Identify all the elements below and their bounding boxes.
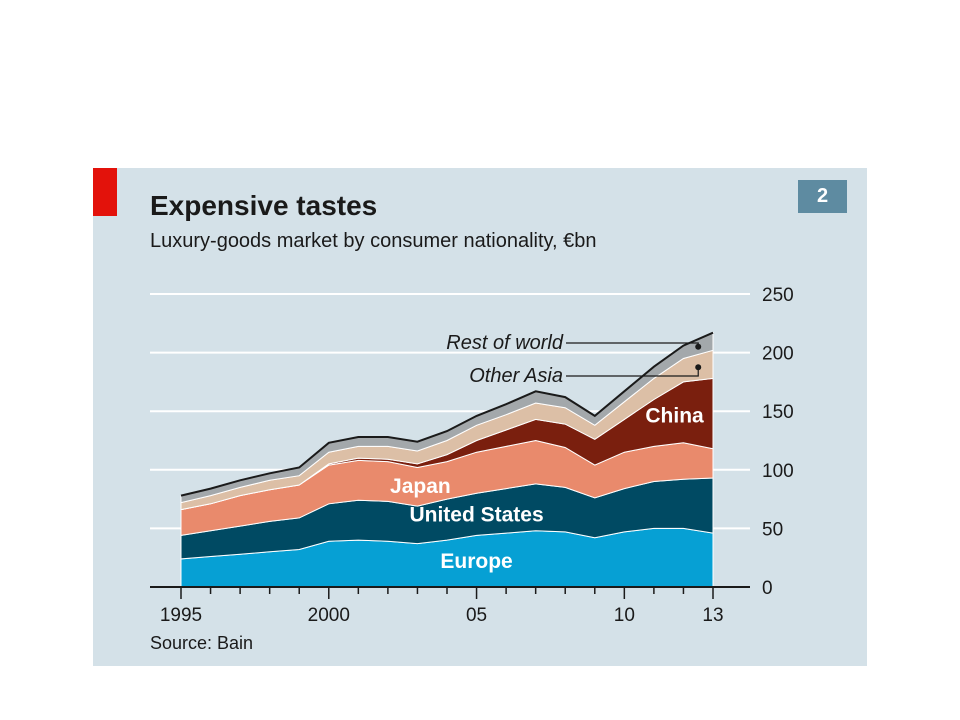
red-accent-tag — [93, 168, 117, 216]
series-label-china: China — [645, 405, 704, 428]
series-label-united-states: United States — [409, 503, 543, 526]
leader-dot-rest-of-world — [695, 343, 702, 350]
y-tick-label-150: 150 — [762, 402, 794, 423]
leader-line-rest-of-world — [566, 342, 699, 347]
x-tick-label-2000: 2000 — [308, 605, 350, 626]
annotation-rest-of-world: Rest of world — [446, 332, 564, 354]
annotations: Rest of world Other Asia — [446, 332, 702, 387]
annotation-other-asia: Other Asia — [469, 365, 563, 387]
series-label-europe: Europe — [440, 550, 512, 573]
x-tick-label-2010: 10 — [614, 605, 635, 626]
x-tick-label-2013: 13 — [702, 605, 723, 626]
y-tick-label-100: 100 — [762, 461, 794, 482]
x-tick-label-2005: 05 — [466, 605, 487, 626]
chart-title: Expensive tastes — [150, 190, 378, 221]
y-tick-label-250: 250 — [762, 285, 794, 306]
x-tick-label-1995: 1995 — [160, 605, 202, 626]
series-label-japan: Japan — [390, 475, 451, 498]
y-tick-label-0: 0 — [762, 578, 773, 599]
series-labels: Europe United States Japan China — [390, 405, 704, 574]
axes: 0 50 100 150 200 250 1995 2000 05 10 13 — [150, 285, 794, 626]
y-tick-label-200: 200 — [762, 344, 794, 365]
chart-number-badge: 2 — [798, 180, 847, 213]
leader-dot-other-asia — [695, 364, 702, 371]
source-note: Source: Bain — [150, 633, 254, 653]
y-tick-label-50: 50 — [762, 519, 783, 540]
series-areas — [180, 331, 714, 588]
total-outline — [180, 331, 714, 497]
chart-subtitle: Luxury-goods market by consumer national… — [150, 230, 597, 252]
